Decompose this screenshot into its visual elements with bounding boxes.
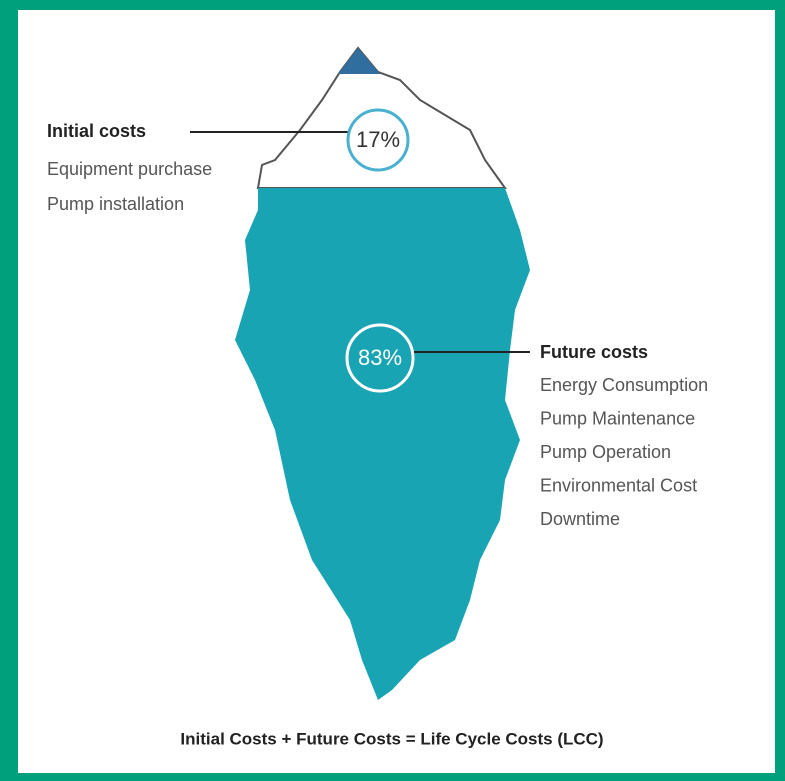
future-items: Energy Consumption Pump Maintenance Pump O… (540, 375, 708, 529)
initial-title: Initial costs (47, 121, 146, 141)
initial-percent: 17% (356, 127, 400, 152)
future-percent: 83% (358, 345, 402, 370)
iceberg-peak (338, 48, 380, 74)
iceberg-body (235, 188, 530, 700)
list-item: Downtime (540, 509, 620, 529)
initial-circle (346, 108, 410, 172)
list-item: Environmental Cost (540, 475, 697, 495)
list-item: Pump Maintenance (540, 408, 695, 428)
list-item: Pump installation (47, 194, 184, 214)
initial-items: Equipment purchase Pump installation (47, 159, 212, 214)
list-item: Pump Operation (540, 442, 671, 462)
list-item: Equipment purchase (47, 159, 212, 179)
footer: Initial Costs + Future Costs = Life Cycl… (180, 729, 603, 748)
future-circle (345, 323, 415, 393)
list-item: Energy Consumption (540, 375, 708, 395)
future-title: Future costs (540, 342, 648, 362)
